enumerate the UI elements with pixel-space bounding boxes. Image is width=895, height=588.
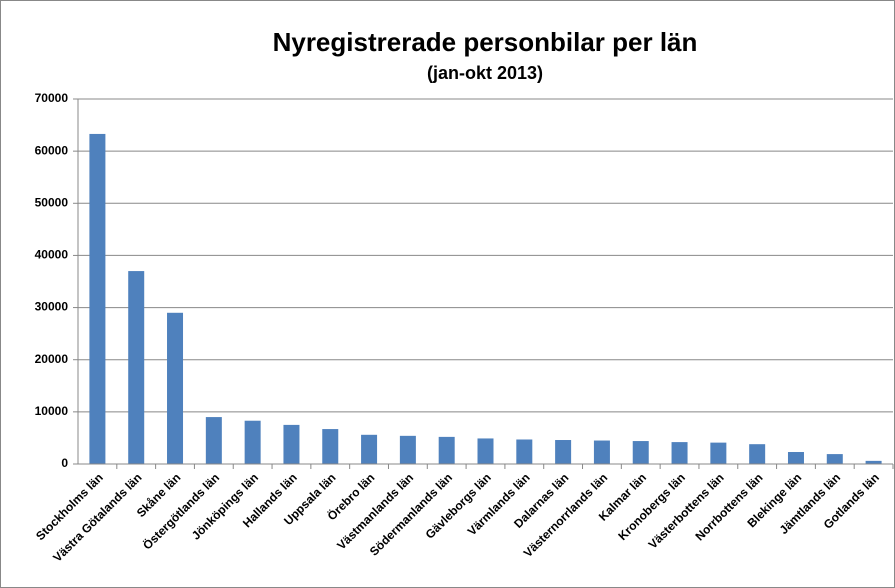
bar	[555, 440, 572, 464]
bar	[749, 444, 766, 464]
y-tick-label: 30000	[35, 300, 69, 314]
y-tick-label: 10000	[35, 404, 69, 418]
bar	[516, 439, 533, 464]
y-tick-label: 60000	[35, 143, 69, 157]
y-tick-label: 50000	[35, 195, 69, 209]
bar	[128, 271, 145, 464]
bar	[361, 434, 378, 464]
y-tick-label: 40000	[35, 248, 69, 262]
bar	[632, 441, 649, 464]
chart-subtitle: (jan-okt 2013)	[427, 63, 543, 83]
bar	[787, 452, 804, 464]
bar	[244, 420, 261, 464]
bar	[710, 442, 727, 464]
bar	[865, 460, 882, 464]
bar	[593, 440, 610, 464]
bar	[89, 133, 106, 464]
bar	[826, 454, 843, 464]
bar	[283, 424, 300, 464]
y-tick-label: 20000	[35, 352, 69, 366]
bar	[322, 429, 339, 464]
bar	[399, 435, 416, 464]
chart-title: Nyregistrerade personbilar per län	[273, 27, 698, 57]
bar	[167, 312, 184, 464]
y-tick-label: 70000	[35, 91, 69, 105]
y-tick-label: 0	[61, 456, 68, 470]
bar	[477, 438, 494, 464]
bar	[671, 442, 688, 464]
bar	[205, 417, 222, 464]
bar	[438, 436, 455, 464]
